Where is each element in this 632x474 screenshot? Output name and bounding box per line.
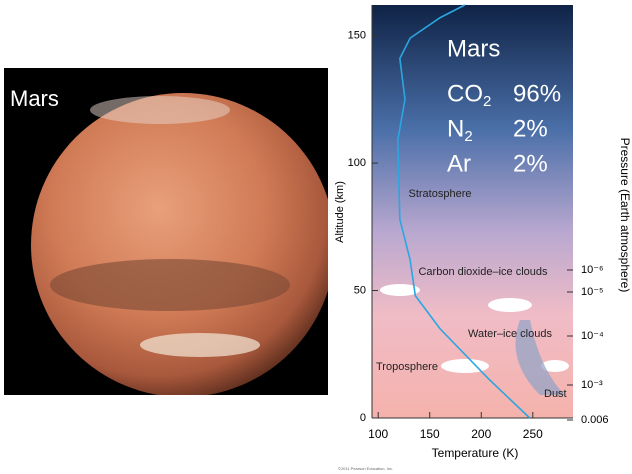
credit: ©2011 Pearson Education, Inc. [338, 466, 393, 471]
clouds [380, 284, 569, 395]
annotation: Water–ice clouds [468, 328, 552, 340]
annotation: Stratosphere [409, 188, 472, 200]
x-tick-label: 150 [420, 427, 440, 441]
y2-tick-label: 0.006 [581, 414, 609, 426]
mars-photo: Mars [4, 68, 328, 395]
gas: CO [447, 80, 483, 107]
y-tick-label: 50 [354, 284, 366, 296]
x-tick-label: 100 [368, 427, 388, 441]
temperature-profile [396, 4, 531, 419]
plot-background [372, 5, 573, 418]
x-tick-label: 200 [471, 427, 491, 441]
y2-axis-label: Pressure (Earth atmosphere) [618, 138, 632, 293]
y-tick-label: 0 [360, 412, 366, 424]
annotation: Dust [544, 388, 567, 400]
annotation: Troposphere [376, 361, 438, 373]
y2-tick-label: 10⁻³ [581, 379, 603, 391]
amount: 96% [513, 80, 561, 107]
y2-tick-label: 10⁻⁴ [581, 330, 604, 342]
gas: Ar [447, 150, 471, 177]
y2-tick-label: 10⁻⁶ [581, 264, 604, 276]
y-tick-label: 150 [348, 29, 366, 41]
gas-subscript: 2 [464, 128, 472, 145]
x-tick-label: 250 [523, 427, 543, 441]
annotation: Carbon dioxide–ice clouds [418, 266, 548, 278]
x-axis-label: Temperature (K) [432, 446, 519, 460]
amount: 2% [513, 150, 548, 177]
composition-title: Mars [447, 35, 500, 62]
y-tick-label: 100 [348, 157, 366, 169]
y-axis-label: Altitude (km) [334, 181, 346, 243]
y2-tick-label: 10⁻⁵ [581, 286, 604, 298]
amount: 2% [513, 115, 548, 142]
gas: N [447, 115, 464, 142]
photo-label: Mars [10, 86, 59, 111]
gas-subscript: 2 [483, 93, 491, 110]
